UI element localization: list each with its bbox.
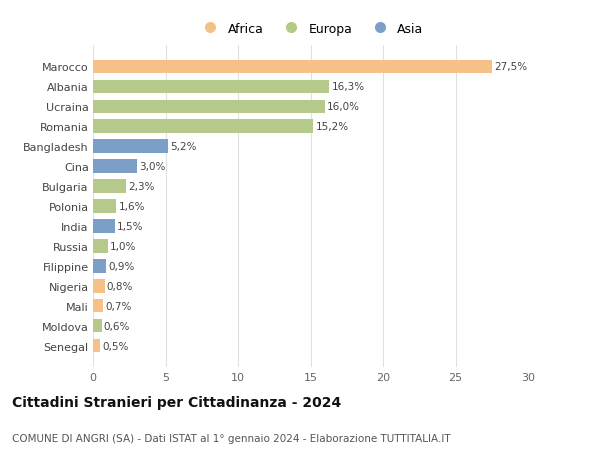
Text: 27,5%: 27,5% [494, 62, 527, 72]
Text: 1,6%: 1,6% [118, 202, 145, 212]
Text: 16,0%: 16,0% [327, 102, 360, 112]
Bar [93, 140, 169, 154]
Bar [93, 80, 329, 94]
Text: 0,5%: 0,5% [103, 341, 129, 351]
Text: 16,3%: 16,3% [332, 82, 365, 92]
Text: 1,5%: 1,5% [117, 221, 143, 231]
Bar [93, 200, 116, 213]
Bar [93, 61, 492, 74]
Bar [93, 120, 313, 134]
Text: 0,6%: 0,6% [104, 321, 130, 331]
Bar [93, 259, 106, 273]
Text: 0,9%: 0,9% [108, 261, 134, 271]
Bar [93, 160, 137, 174]
Text: Cittadini Stranieri per Cittadinanza - 2024: Cittadini Stranieri per Cittadinanza - 2… [12, 395, 341, 409]
Bar [93, 101, 325, 114]
Text: 15,2%: 15,2% [316, 122, 349, 132]
Bar [93, 240, 107, 253]
Text: 3,0%: 3,0% [139, 162, 165, 172]
Bar [93, 220, 115, 233]
Bar [93, 319, 102, 333]
Text: 1,0%: 1,0% [110, 241, 136, 252]
Bar [93, 339, 100, 353]
Text: 2,3%: 2,3% [128, 182, 155, 192]
Bar [93, 299, 103, 313]
Bar [93, 280, 104, 293]
Text: COMUNE DI ANGRI (SA) - Dati ISTAT al 1° gennaio 2024 - Elaborazione TUTTITALIA.I: COMUNE DI ANGRI (SA) - Dati ISTAT al 1° … [12, 433, 451, 442]
Text: 0,8%: 0,8% [107, 281, 133, 291]
Bar [93, 180, 127, 193]
Text: 0,7%: 0,7% [106, 301, 132, 311]
Text: 5,2%: 5,2% [170, 142, 197, 152]
Legend: Africa, Europa, Asia: Africa, Europa, Asia [195, 20, 426, 38]
